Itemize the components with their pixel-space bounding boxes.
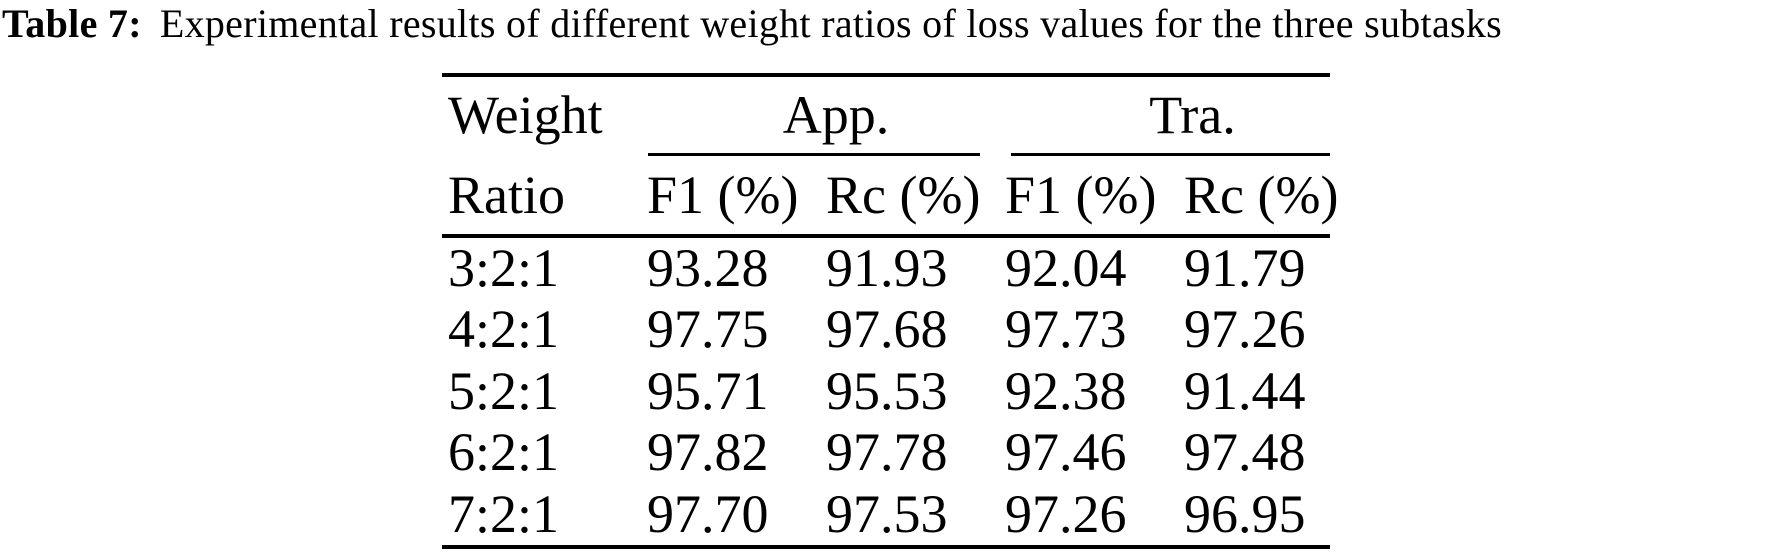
cell-tra-rc: 97.48 <box>1184 422 1306 483</box>
table-row: 6:2:1 97.82 97.78 97.46 97.48 <box>442 422 1330 483</box>
col-header-tra-rc: Rc (%) <box>1184 165 1339 225</box>
table-row: 7:2:1 97.70 97.53 97.26 96.95 <box>442 484 1330 545</box>
header-body-rule <box>442 234 1330 238</box>
cell-app-rc: 95.53 <box>826 360 948 421</box>
col-header-app-rc: Rc (%) <box>826 165 981 225</box>
cell-tra-rc: 97.26 <box>1184 299 1306 360</box>
cell-tra-f1: 97.46 <box>1005 422 1127 483</box>
cell-app-f1: 97.82 <box>647 422 769 483</box>
table-group-header-row: Weight App. Tra. <box>442 77 1330 153</box>
table-caption: Table 7: Experimental results of differen… <box>2 0 1502 48</box>
table-caption-text: Experimental results of different weight… <box>159 1 1503 46</box>
cell-ratio: 6:2:1 <box>448 422 560 483</box>
tra-group-rule <box>1011 153 1330 156</box>
col-group-tra: Tra. <box>1149 85 1236 145</box>
table-row: 5:2:1 95.71 95.53 92.38 91.44 <box>442 361 1330 422</box>
col-group-app: App. <box>782 85 890 145</box>
cell-ratio: 3:2:1 <box>448 238 560 298</box>
col-header-tra-f1: F1 (%) <box>1005 165 1157 225</box>
col-header-app-f1: F1 (%) <box>647 165 799 225</box>
cell-tra-f1: 92.04 <box>1005 238 1127 298</box>
cell-ratio: 4:2:1 <box>448 299 560 360</box>
cell-tra-rc: 91.44 <box>1184 360 1306 421</box>
cell-app-rc: 97.53 <box>826 483 948 544</box>
cell-ratio: 5:2:1 <box>448 360 560 421</box>
cell-app-rc: 97.78 <box>826 422 948 483</box>
cell-tra-f1: 97.26 <box>1005 483 1127 544</box>
cell-app-f1: 95.71 <box>647 360 769 421</box>
cell-tra-f1: 92.38 <box>1005 360 1127 421</box>
cell-tra-rc: 96.95 <box>1184 483 1306 544</box>
cell-app-f1: 93.28 <box>647 238 769 298</box>
col-header-ratio: Ratio <box>448 165 565 225</box>
table-subheader-row: Ratio F1 (%) Rc (%) F1 (%) Rc (%) <box>442 156 1339 234</box>
table-row: 4:2:1 97.75 97.68 97.73 97.26 <box>442 299 1330 360</box>
cell-ratio: 7:2:1 <box>448 483 560 544</box>
cell-app-rc: 91.93 <box>826 238 948 298</box>
results-table: Weight App. Tra. Ratio F1 (%) Rc (%) F1 … <box>442 73 1339 549</box>
cell-app-f1: 97.70 <box>647 483 769 544</box>
cell-app-f1: 97.75 <box>647 299 769 360</box>
col-header-weight: Weight <box>448 85 603 145</box>
table-row: 3:2:1 93.28 91.93 92.04 91.79 <box>442 238 1330 299</box>
table-caption-number: Table 7: <box>2 1 142 46</box>
app-group-rule <box>648 153 980 156</box>
cell-tra-f1: 97.73 <box>1005 299 1127 360</box>
cell-tra-rc: 91.79 <box>1184 238 1306 298</box>
group-header-rules <box>442 153 1330 156</box>
cell-app-rc: 97.68 <box>826 299 948 360</box>
